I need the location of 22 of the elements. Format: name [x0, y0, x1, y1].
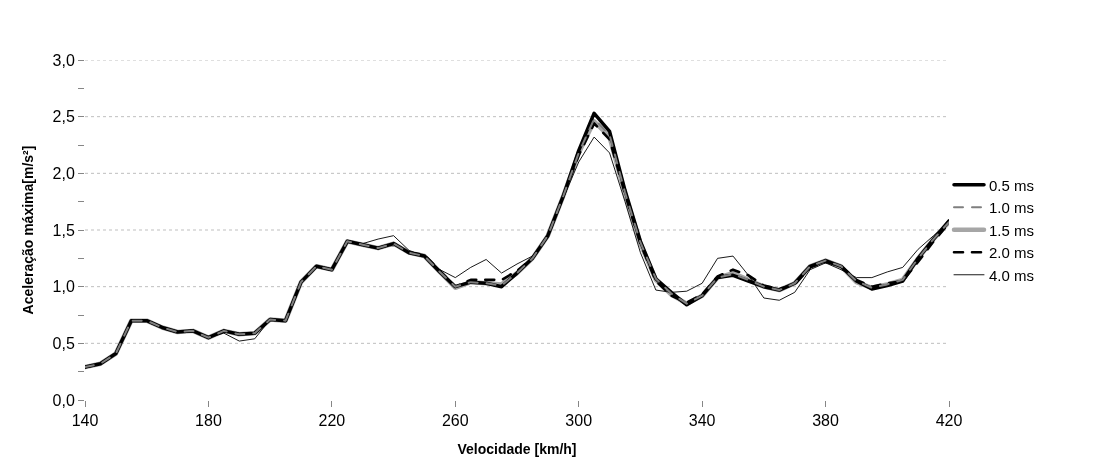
y-tick-label: 0,5: [52, 334, 75, 352]
legend-label: 0.5 ms: [989, 176, 1035, 194]
x-tick-label: 300: [565, 412, 593, 430]
x-tick-label: 140: [71, 412, 99, 430]
legend-label: 2.0 ms: [989, 244, 1035, 262]
x-tick-label: 260: [441, 412, 469, 430]
x-tick-label: 380: [812, 412, 840, 430]
y-tick-label: 0,0: [52, 391, 75, 409]
y-tick-label: 3,0: [52, 51, 75, 69]
legend-label: 1.0 ms: [989, 199, 1035, 217]
x-tick-label: 220: [318, 412, 346, 430]
x-tick-label: 340: [688, 412, 716, 430]
y-tick-label: 1,5: [52, 221, 75, 239]
y-tick-label: 2,0: [52, 164, 75, 182]
x-tick-label: 420: [935, 412, 963, 430]
legend-label: 4.0 ms: [989, 266, 1035, 284]
x-axis-title: Velocidade [km/h]: [457, 440, 577, 457]
y-tick-label: 2,5: [52, 108, 75, 126]
y-axis-title: Aceleração máxima[m/s²]: [20, 145, 37, 315]
legend-label: 1.5 ms: [989, 221, 1035, 239]
y-tick-label: 1,0: [52, 278, 75, 296]
x-tick-label: 180: [195, 412, 222, 430]
